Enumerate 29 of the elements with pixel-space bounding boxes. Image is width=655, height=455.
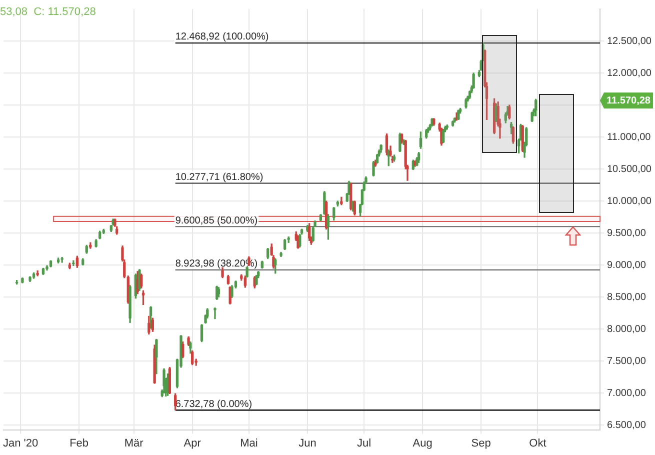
y-tick-label: 6.500,00 [607,420,646,431]
x-tick-label: Sep [471,437,491,450]
x-tick-label: Jan '20 [2,437,38,450]
y-tick-label: 10.000,00 [607,196,652,207]
x-tick-label: Jun [298,437,316,450]
x-tick-label: Mär [124,437,144,450]
x-tick-label: Apr [184,437,202,450]
ref-line-label: 6.732,78 (0.00%) [175,398,252,410]
y-tick-label: 9.500,00 [607,228,646,239]
x-tick-label: Mai [240,437,258,450]
ref-line-label: 10.277,71 (61.80%) [175,172,264,183]
ref-line-label: 12.468,92 (100.00%) [175,32,269,43]
y-tick-label: 7.000,00 [607,388,646,399]
y-tick-label: 12.500,00 [607,36,652,47]
x-tick-label: Feb [70,437,89,450]
ref-line-label: 9.600,85 (50.00%) [175,215,258,226]
y-tick-label: 11.000,00 [607,132,652,143]
y-tick-label: 8.500,00 [607,292,646,303]
x-tick-label: Jul [357,437,372,450]
y-tick-label: 7.500,00 [607,356,646,367]
y-tick-label: 9.000,00 [607,260,646,271]
x-tick-label: Okt [529,437,546,450]
x-tick-label: Aug [412,437,432,450]
y-tick-label: 10.500,00 [607,164,652,175]
candlestick [214,308,216,320]
y-tick-label: 12.000,00 [607,68,652,79]
y-tick-label: 8.000,00 [607,324,646,335]
annotation: 53,08 C: 11.570,28 [0,6,96,18]
text: 11.570,28 [606,95,651,106]
